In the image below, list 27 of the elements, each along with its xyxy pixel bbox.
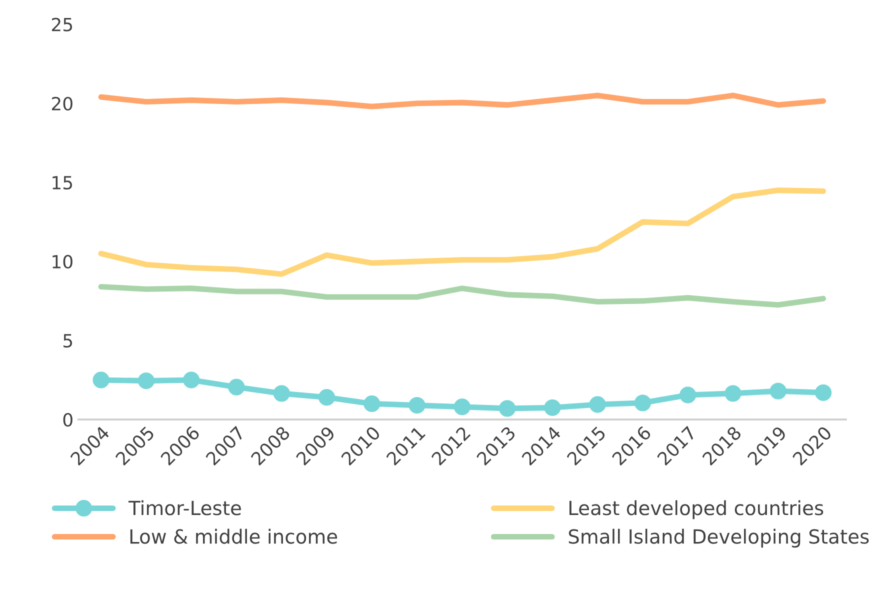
- legend-label: Least developed countries: [569, 500, 824, 520]
- y-tick-label: 20: [52, 96, 72, 110]
- point: [92, 372, 110, 388]
- legend-label: Low & middle income: [130, 528, 338, 544]
- point: [680, 386, 696, 404]
- point: [454, 398, 470, 416]
- point: [770, 382, 786, 400]
- point: [634, 394, 652, 412]
- point: [138, 372, 155, 390]
- point: [589, 396, 606, 413]
- point: [228, 378, 245, 396]
- point: [364, 395, 380, 412]
- legend-label: Small Island Developing States: [568, 528, 869, 548]
- point: [498, 400, 516, 417]
- point: [182, 372, 200, 388]
- point: [724, 385, 742, 402]
- point: [273, 385, 290, 402]
- point: [408, 396, 426, 414]
- y-tick-label: 25: [52, 18, 72, 32]
- y-tick-label: 5: [64, 334, 72, 348]
- point: [318, 389, 336, 406]
- legend-label: Timor-Leste: [128, 500, 241, 516]
- point: [544, 399, 561, 416]
- y-tick-label: 10: [52, 254, 72, 269]
- y-tick-label: 15: [52, 176, 72, 190]
- point: [814, 384, 832, 401]
- y-tick-label: 0: [63, 412, 72, 427]
